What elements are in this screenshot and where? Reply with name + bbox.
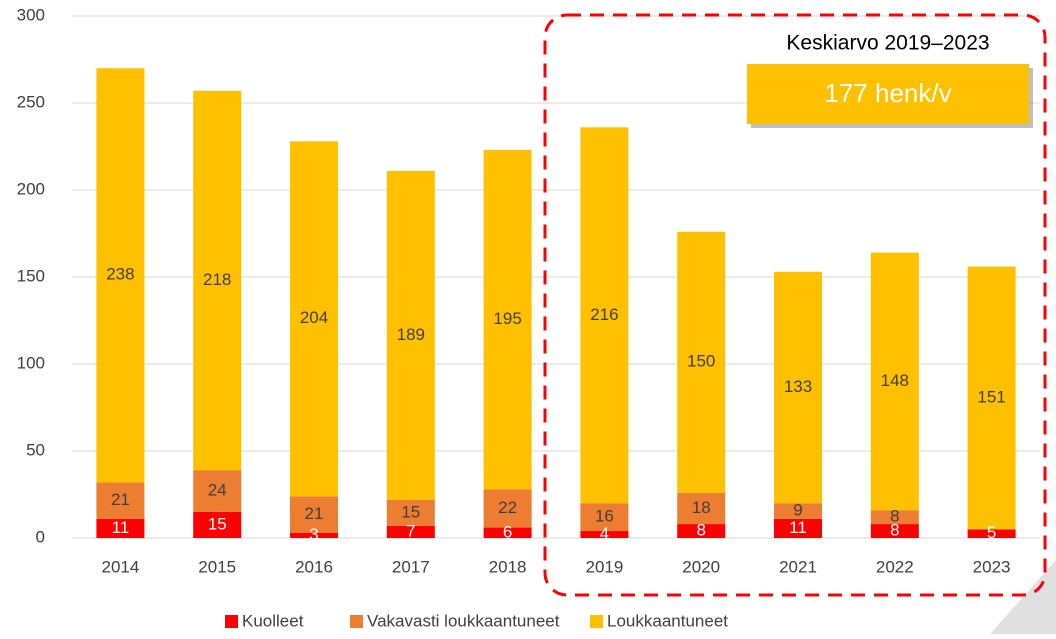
data-label: 195 — [493, 309, 521, 328]
bar-segment — [580, 503, 629, 532]
bar-segment — [967, 266, 1016, 530]
bar-segment — [290, 496, 338, 533]
data-label: 11 — [789, 518, 807, 537]
legend-label: Kuolleet — [242, 611, 304, 630]
x-tick-label: 2016 — [295, 557, 333, 576]
bar-segment — [967, 529, 1016, 538]
data-label: 148 — [881, 371, 909, 390]
data-label: 3 — [309, 525, 318, 544]
bar-segment — [774, 503, 822, 519]
bars — [96, 68, 1016, 538]
bar-segment — [870, 524, 919, 538]
data-label: 8 — [890, 521, 899, 540]
annotation-value: 177 henk/v — [824, 78, 951, 108]
bar-segment — [677, 524, 726, 538]
x-tick-label: 2021 — [779, 557, 817, 576]
bar-segment — [386, 525, 435, 538]
data-label: 8 — [696, 521, 705, 540]
x-tick-label: 2017 — [392, 557, 430, 576]
data-label: 189 — [397, 325, 425, 344]
x-tick-label: 2023 — [973, 557, 1011, 576]
corner-decoration — [990, 560, 1056, 634]
data-label: 24 — [208, 481, 227, 500]
x-tick-label: 2022 — [876, 557, 914, 576]
x-tick-label: 2019 — [585, 557, 623, 576]
x-tick-label: 2020 — [682, 557, 720, 576]
bar-segment — [677, 492, 726, 525]
data-label: 4 — [600, 524, 609, 543]
bar-segment — [483, 149, 532, 490]
data-label: 238 — [106, 265, 134, 284]
data-label: 150 — [687, 352, 715, 371]
data-label: 15 — [208, 514, 227, 533]
data-label: 204 — [300, 308, 328, 327]
bar-segment — [193, 511, 242, 538]
bar-segment — [870, 252, 919, 511]
data-label: 6 — [503, 522, 512, 541]
bar-segment — [193, 470, 242, 512]
bar-segment — [386, 499, 435, 526]
data-label: 133 — [784, 377, 812, 396]
bar-segment — [193, 90, 242, 471]
legend-label: Vakavasti loukkaantuneet — [367, 611, 560, 630]
legend-label: Loukkaantuneet — [607, 611, 728, 630]
data-label: 5 — [987, 523, 996, 542]
data-label: 9 — [793, 501, 802, 520]
legend-swatch — [350, 615, 363, 628]
annotation-title: Keskiarvo 2019–2023 — [786, 32, 989, 55]
highlight-frame — [543, 13, 1047, 597]
x-tick-label: 2014 — [101, 557, 139, 576]
bar-segment — [870, 510, 919, 525]
data-label: 216 — [590, 305, 618, 324]
bar-segment — [677, 231, 726, 493]
bar-segment — [96, 518, 145, 538]
y-tick-label: 50 — [26, 440, 45, 459]
data-label: 15 — [401, 502, 420, 521]
x-tick-label: 2015 — [198, 557, 236, 576]
data-label: 22 — [498, 498, 517, 517]
y-tick-label: 100 — [17, 353, 45, 372]
legend-swatch — [590, 615, 603, 628]
bar-segment — [290, 141, 338, 497]
data-label: 21 — [111, 490, 130, 509]
y-tick-label: 200 — [17, 179, 45, 198]
data-label: 11 — [112, 518, 130, 537]
bar-segment — [580, 127, 629, 504]
y-tick-label: 0 — [36, 527, 45, 546]
bar-segment — [774, 271, 822, 504]
bar-segment — [483, 489, 532, 528]
y-tick-label: 150 — [17, 266, 45, 285]
bar-segment — [96, 68, 145, 483]
data-label: 18 — [692, 498, 711, 517]
data-label: 151 — [977, 387, 1005, 406]
bar-segment — [483, 527, 532, 538]
legend-swatch — [225, 615, 238, 628]
data-label: 16 — [595, 507, 614, 526]
bar-segment — [386, 170, 435, 500]
data-label: 7 — [406, 521, 415, 540]
bar-segment — [580, 531, 629, 538]
bar-segment — [774, 518, 822, 538]
bar-segment — [290, 532, 338, 538]
bar-segment — [96, 482, 145, 519]
y-tick-label: 250 — [17, 92, 45, 111]
annotation-box — [747, 64, 1029, 124]
data-label: 21 — [305, 504, 324, 523]
data-label: 8 — [890, 507, 899, 526]
data-label: 218 — [203, 270, 231, 289]
y-tick-label: 300 — [17, 5, 45, 24]
x-tick-label: 2018 — [489, 557, 527, 576]
